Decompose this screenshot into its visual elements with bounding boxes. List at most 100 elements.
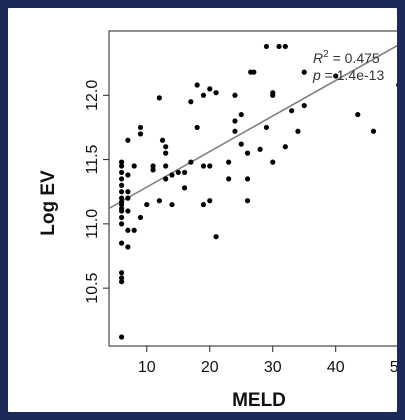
data-point [118,240,125,246]
data-point [150,163,156,169]
data-point [156,95,162,101]
y-axis-title: Log EV [38,170,59,236]
x-tick-label: 50 [390,359,397,376]
data-point [276,43,282,50]
data-point [150,167,156,173]
data-point [118,182,125,188]
data-point [118,205,125,212]
data-point [263,43,270,50]
data-point [137,214,144,221]
data-point [301,102,307,109]
data-point [263,124,270,131]
data-point [213,234,219,240]
data-point [131,227,137,233]
data-point [125,137,131,143]
data-point [181,185,188,191]
x-tick-label: 30 [264,359,282,376]
scatter-plot: 1020304050 10.511.011.512.0 MELD Log EV … [38,30,397,411]
data-point [244,198,251,204]
data-point [118,163,125,169]
p-value-annotation: p = 1.4e-13 [312,67,384,83]
data-point [118,195,125,201]
data-point [396,83,397,87]
y-tick-label: 11.5 [84,144,101,174]
y-tick-label: 10.5 [84,272,101,303]
data-point [295,128,301,134]
data-point [232,92,238,98]
data-point [370,128,377,134]
y-axis: 10.5 11.0 11.5 12.0 [84,80,109,304]
data-point [137,131,144,137]
trend-line [108,44,397,210]
data-point [118,189,125,195]
data-point [163,150,169,156]
data-point [207,86,213,92]
data-point [144,201,150,208]
x-tick-label: 10 [138,359,156,376]
data-point [118,279,125,285]
data-point [289,108,295,114]
x-axis-title: MELD [232,390,286,411]
data-point [118,199,125,205]
data-point [232,128,238,134]
data-point [118,214,125,221]
data-point [232,118,238,124]
data-point [163,144,169,150]
data-point [207,163,213,169]
data-point [181,169,188,176]
data-point [118,159,125,165]
data-point [125,172,131,178]
data-point [251,69,257,75]
data-point [188,99,194,105]
data-point [244,176,251,182]
data-point [282,144,288,150]
data-point [118,221,125,227]
data-point [238,111,244,118]
data-point [213,90,219,96]
data-point [118,334,125,340]
data-point [125,195,131,201]
data-point [125,227,131,233]
r-squared-superscript: 2 [323,49,329,60]
data-point [301,69,307,75]
data-point [355,111,361,118]
plot-frame [108,30,397,347]
data-point [200,92,207,98]
data-point [188,159,194,165]
data-points [118,43,397,340]
r-squared-label: R [313,50,323,66]
data-point [207,198,213,204]
data-point [156,198,162,204]
r-squared-value: = 0.475 [329,50,380,66]
data-point [238,141,244,147]
y-tick-label: 11.0 [84,209,101,239]
data-point [125,244,131,250]
data-point [194,124,200,131]
data-point [118,270,125,276]
data-point [270,90,276,96]
p-value: = 1.4e-13 [321,67,385,83]
data-point [163,163,169,169]
data-point [270,159,276,165]
data-point [194,82,200,88]
data-point [125,189,131,195]
data-point [200,201,207,208]
x-axis: 10 20 30 40 50 [138,346,397,376]
data-point [118,169,125,176]
data-point [163,176,169,182]
data-point [159,137,166,143]
data-point [169,201,175,208]
data-point [131,163,137,169]
p-label: p [312,67,321,83]
data-point [200,163,207,169]
data-point [175,169,181,176]
y-tick-label: 12.0 [84,80,101,111]
x-tick-label: 20 [201,359,219,376]
data-point [226,176,232,182]
data-point [118,176,125,182]
data-point [125,208,131,214]
data-point [169,172,175,178]
data-point [244,150,251,156]
x-tick-label: 40 [327,359,345,376]
data-point [257,146,263,152]
